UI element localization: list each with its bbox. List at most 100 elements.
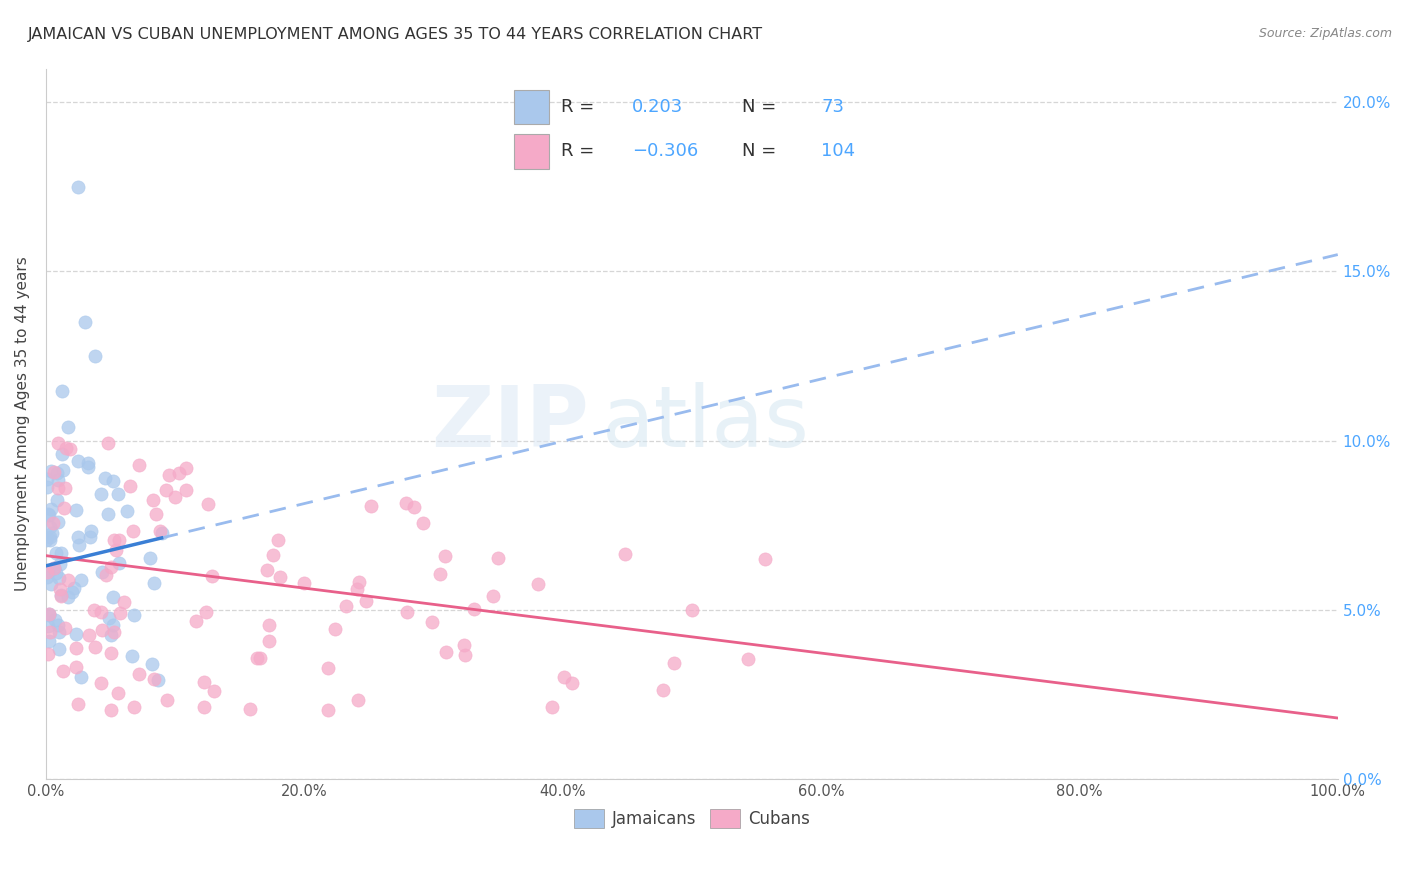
Point [37, 648, 59, 662]
Point [174, 461, 197, 475]
Point [141, 657, 163, 672]
Point [527, 576, 550, 591]
Point [97, 611, 120, 625]
Point [193, 700, 215, 714]
Point [156, 692, 179, 706]
Point [83, 640, 105, 655]
Point [107, 686, 129, 700]
Point [541, 699, 564, 714]
Point [38, 607, 60, 622]
Point [259, 633, 281, 648]
Point [53, 500, 76, 515]
Point [83, 603, 105, 617]
Point [38, 633, 60, 648]
Text: −0.306: −0.306 [633, 143, 699, 161]
Point [101, 591, 124, 605]
Point [553, 670, 575, 684]
Point [49, 558, 72, 572]
Point [48, 571, 70, 585]
Point [45, 545, 67, 559]
Point [84, 349, 107, 363]
Point [70, 573, 93, 587]
Point [52, 463, 75, 477]
Point [121, 649, 143, 664]
Point [67, 453, 90, 467]
Point [681, 603, 703, 617]
Text: JAMAICAN VS CUBAN UNEMPLOYMENT AMONG AGES 35 TO 44 YEARS CORRELATION CHART: JAMAICAN VS CUBAN UNEMPLOYMENT AMONG AGE… [28, 27, 763, 42]
Point [91, 565, 114, 579]
Point [145, 507, 167, 521]
Point [65, 502, 87, 516]
Point [139, 551, 162, 566]
Point [108, 556, 131, 570]
Point [46, 618, 69, 632]
Point [97, 507, 120, 521]
Point [48, 641, 70, 656]
Point [39, 465, 62, 479]
Point [56, 573, 79, 587]
Point [124, 607, 146, 622]
Point [77, 628, 100, 642]
Point [434, 549, 457, 563]
Legend: Jamaicans, Cubans: Jamaicans, Cubans [567, 802, 817, 835]
Y-axis label: Unemployment Among Ages 35 to 44 years: Unemployment Among Ages 35 to 44 years [15, 256, 30, 591]
Text: N =: N = [742, 98, 782, 116]
Point [100, 646, 122, 660]
Point [122, 700, 145, 714]
Point [107, 486, 129, 500]
Point [454, 648, 477, 662]
Point [292, 576, 315, 591]
Point [429, 566, 451, 581]
Point [262, 548, 284, 562]
Point [38, 564, 60, 578]
Point [402, 500, 425, 515]
Point [103, 533, 125, 547]
Point [39, 577, 62, 591]
Point [96, 568, 118, 582]
Point [45, 566, 67, 581]
Point [59, 442, 82, 457]
Point [754, 552, 776, 566]
Point [90, 675, 112, 690]
Point [66, 530, 89, 544]
Point [323, 623, 346, 637]
Point [46, 473, 69, 487]
Text: ZIP: ZIP [430, 382, 589, 466]
Point [46, 481, 69, 495]
Point [155, 483, 177, 497]
Point [395, 496, 418, 510]
Point [256, 563, 278, 577]
Point [37, 566, 59, 580]
Point [356, 594, 378, 608]
Point [150, 526, 173, 541]
Point [165, 490, 187, 504]
Point [100, 703, 122, 717]
Point [103, 624, 125, 639]
Point [60, 584, 83, 599]
Point [51, 447, 73, 461]
Point [346, 582, 368, 596]
Point [664, 657, 686, 671]
Point [463, 601, 485, 615]
Point [90, 623, 112, 637]
Point [73, 315, 96, 329]
Point [412, 516, 434, 530]
Point [51, 384, 73, 399]
Point [49, 590, 72, 604]
Point [108, 606, 131, 620]
Point [200, 568, 222, 582]
Point [46, 467, 69, 481]
Point [349, 575, 371, 590]
Point [103, 618, 125, 632]
Point [176, 483, 198, 497]
Point [65, 641, 87, 656]
Point [46, 515, 69, 529]
Point [41, 526, 63, 541]
Point [614, 547, 637, 561]
Point [65, 660, 87, 674]
Point [316, 704, 339, 718]
Point [49, 546, 72, 560]
Point [149, 524, 172, 538]
Point [270, 570, 292, 584]
FancyBboxPatch shape [515, 134, 550, 169]
